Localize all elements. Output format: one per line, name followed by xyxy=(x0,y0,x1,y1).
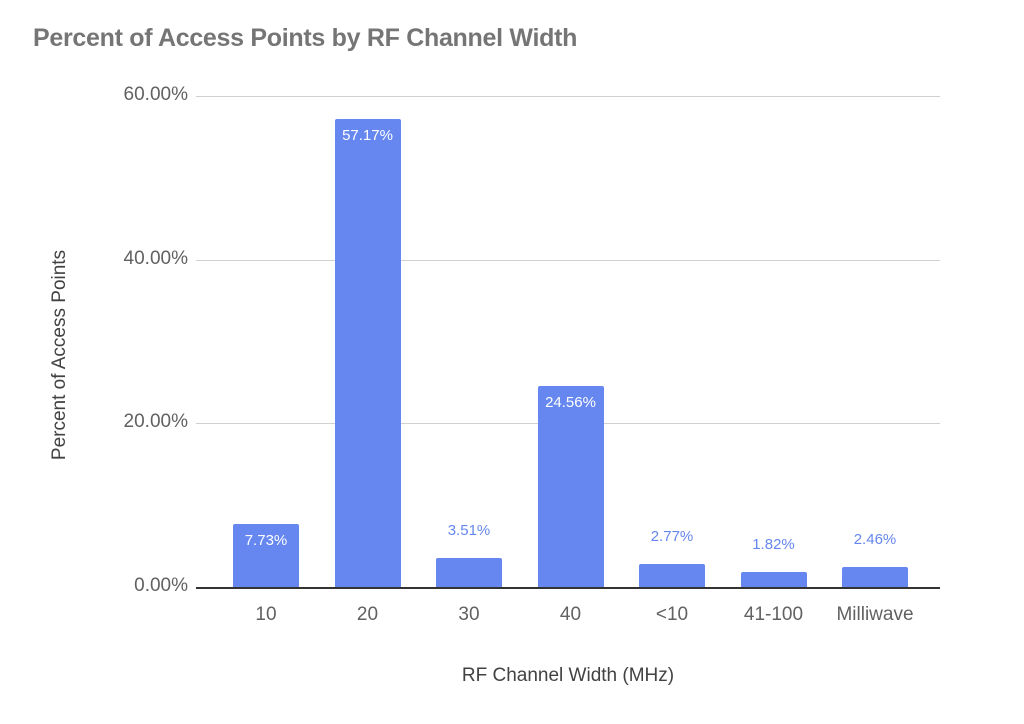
data-label: 57.17% xyxy=(342,127,393,145)
x-tick-label: 40 xyxy=(559,604,582,625)
data-label: 2.77% xyxy=(650,528,694,546)
chart-title: Percent of Access Points by RF Channel W… xyxy=(33,24,578,52)
x-tick-label: 30 xyxy=(458,604,480,625)
bar xyxy=(334,119,401,587)
data-label: 24.56% xyxy=(545,394,596,412)
bar xyxy=(740,572,807,587)
x-tick-label: Milliwave xyxy=(836,604,914,625)
data-label: 7.73% xyxy=(244,531,288,549)
data-label: 3.51% xyxy=(447,522,491,540)
bar xyxy=(436,558,502,587)
y-tick-label: 20.00% xyxy=(123,411,188,433)
x-tick-label: 41-100 xyxy=(743,604,804,625)
gridline xyxy=(196,96,940,97)
bar xyxy=(842,566,908,587)
gridline xyxy=(196,259,940,261)
y-tick-label: 60.00% xyxy=(123,84,188,105)
data-label: 2.46% xyxy=(853,530,897,548)
y-tick-label: 40.00% xyxy=(123,247,188,269)
x-axis-line xyxy=(196,587,940,589)
data-label: 1.82% xyxy=(752,536,795,554)
bar xyxy=(233,523,299,587)
bar xyxy=(639,564,705,587)
x-tick-label: <10 xyxy=(655,604,689,625)
x-tick-label: 10 xyxy=(255,604,277,625)
bar xyxy=(537,386,604,587)
y-tick-label: 0.00% xyxy=(134,575,188,596)
x-tick-label: 20 xyxy=(356,604,379,625)
x-axis-label: RF Channel Width (MHz) xyxy=(461,665,675,686)
